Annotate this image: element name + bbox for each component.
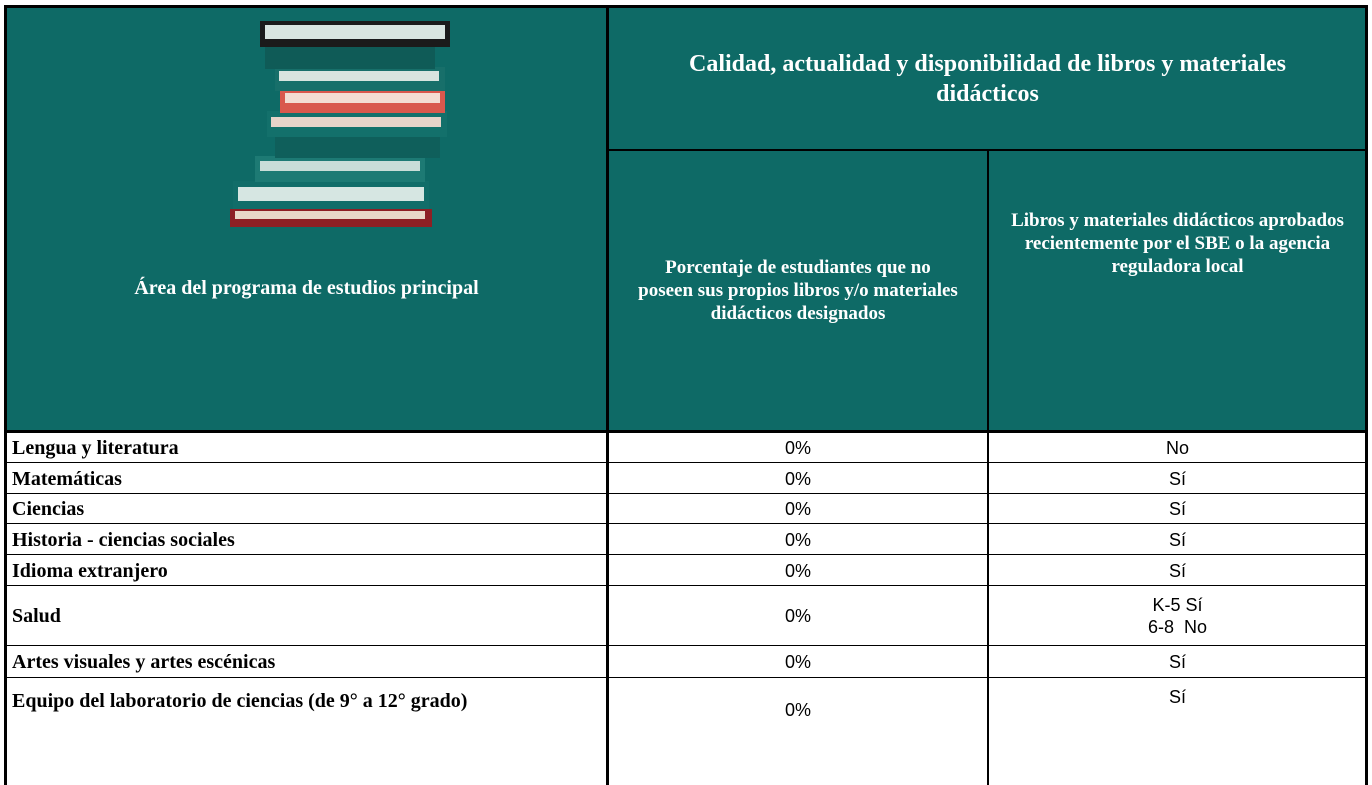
percent-cell: 0% xyxy=(784,438,811,458)
row-label: Salud xyxy=(12,605,61,627)
column-header: Área del programa de estudios principal xyxy=(134,277,479,299)
border xyxy=(4,5,1368,8)
row-label: Ciencias xyxy=(12,498,85,520)
border xyxy=(1365,6,1368,785)
approved-cell: Sí xyxy=(988,555,1367,586)
approved-text: Sí xyxy=(1168,468,1186,489)
row-border xyxy=(5,585,1367,586)
row-border xyxy=(5,462,1367,463)
table-title: Calidad, actualidad y disponibilidad de … xyxy=(608,7,1367,150)
percent-cell: 0% xyxy=(784,468,811,489)
row-border xyxy=(5,554,1367,555)
approved-cell: Sí xyxy=(988,524,1367,555)
approved-cell: Sí xyxy=(988,494,1367,524)
percent-cell: 0% xyxy=(784,499,811,519)
approved-text: Sí xyxy=(1168,529,1186,550)
approved-text: Sí xyxy=(1168,687,1186,707)
percent-cell: 0% xyxy=(784,606,811,626)
row-label: Equipo del laboratorio de ciencias (de 9… xyxy=(12,690,468,712)
row-border xyxy=(5,523,1367,524)
row-label: Artes visuales y artes escénicas xyxy=(12,651,276,673)
approved-text: No xyxy=(1165,438,1189,458)
row-label: Lengua y literatura xyxy=(12,437,179,459)
row-label: Idioma extranjero xyxy=(12,559,168,582)
approved-cell: K-5 Sí 6-8 No xyxy=(988,586,1367,646)
border xyxy=(4,6,7,785)
approved-cell: Sí xyxy=(988,678,1367,785)
approved-text: K-5 Sí xyxy=(1152,595,1203,615)
column-header: Libros y materiales didácticos aprobados… xyxy=(988,150,1367,431)
approved-cell: Sí xyxy=(988,646,1367,678)
approved-text: Sí xyxy=(1168,652,1186,672)
header-area-cell: Área del programa de estudios principal xyxy=(5,7,608,431)
approved-cell: No xyxy=(988,433,1367,463)
percent-cell: 0% xyxy=(784,652,811,672)
column-header: Porcentaje de estudiantes que no poseen … xyxy=(608,150,988,431)
percent-cell: 0% xyxy=(784,529,811,550)
approved-cell: Sí xyxy=(988,463,1367,494)
books-image xyxy=(230,21,450,227)
border xyxy=(607,149,1367,151)
row-border xyxy=(5,645,1367,646)
row-label: Matemáticas xyxy=(12,467,122,490)
border xyxy=(987,149,989,785)
approved-text: Sí xyxy=(1168,560,1186,581)
border xyxy=(606,6,609,785)
approved-text: Sí xyxy=(1168,499,1186,519)
row-border xyxy=(5,493,1367,494)
border xyxy=(4,430,1368,433)
percent-cell: 0% xyxy=(784,700,811,720)
row-border xyxy=(5,677,1367,678)
row-label: Historia - ciencias sociales xyxy=(12,528,235,551)
percent-cell: 0% xyxy=(784,560,811,581)
approved-text: 6-8 No xyxy=(1147,617,1208,637)
